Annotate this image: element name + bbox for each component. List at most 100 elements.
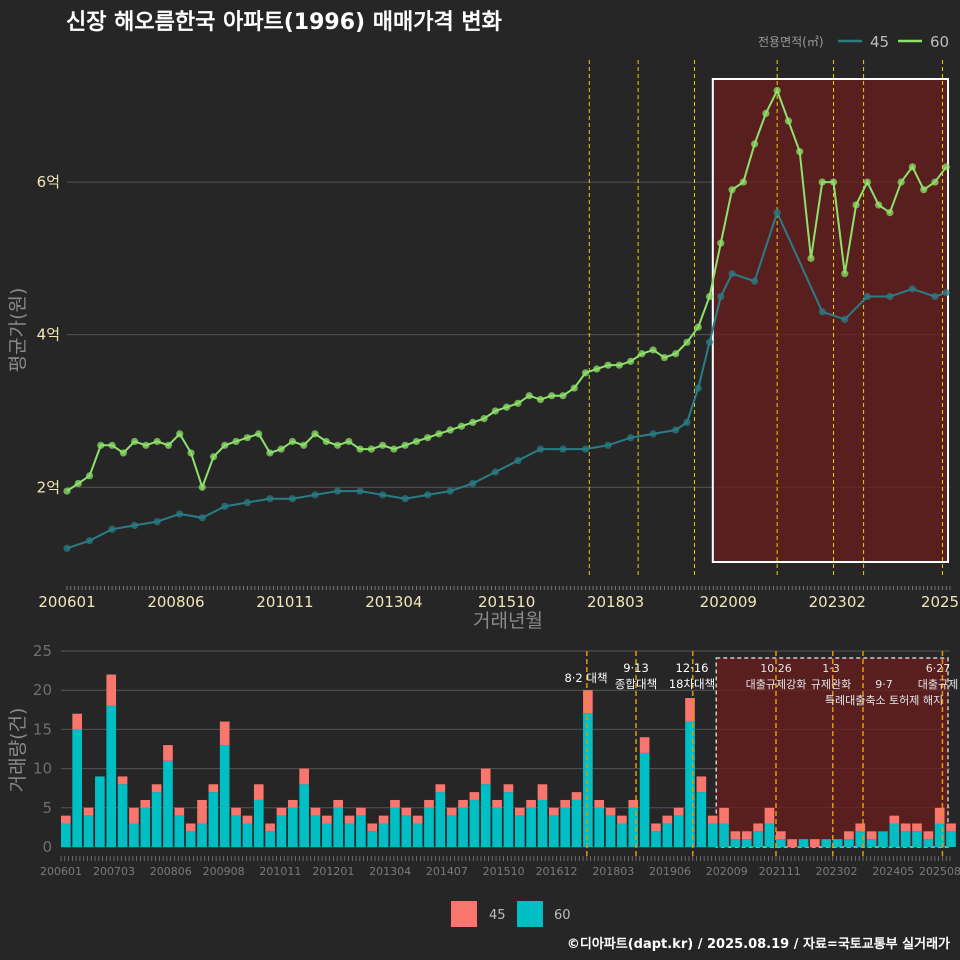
- volume-bar-60: [775, 839, 786, 847]
- price-point-60: [333, 441, 342, 449]
- volume-bar-60: [719, 823, 729, 847]
- volume-bar-45: [480, 768, 491, 785]
- price-x-tick-label: 201510: [478, 593, 535, 611]
- price-point-60: [480, 414, 488, 423]
- price-point-60: [796, 147, 804, 156]
- volume-bar-45: [651, 823, 661, 832]
- price-point-60: [863, 178, 871, 186]
- volume-bar-60: [356, 815, 366, 847]
- price-point-60: [886, 208, 894, 217]
- volume-bar-45: [401, 807, 412, 816]
- chart-title: 신장 해오름한국 아파트(1996) 매매가격 변화: [66, 10, 502, 35]
- price-point-45: [221, 502, 229, 510]
- price-point-60: [255, 430, 263, 438]
- price-point-60: [548, 392, 556, 400]
- volume-bar-60: [310, 815, 321, 847]
- volume-x-tick-label: 201304: [369, 865, 411, 878]
- price-point-45: [176, 510, 184, 518]
- policy-annotation-text: 9·13: [623, 661, 649, 675]
- volume-bar-60: [333, 807, 344, 847]
- price-point-60: [728, 186, 736, 194]
- price-x-tick-label: 200806: [147, 593, 204, 611]
- price-point-60: [469, 418, 477, 427]
- volume-bar-60: [900, 831, 911, 847]
- volume-bar-45: [594, 799, 605, 808]
- price-point-60: [164, 441, 173, 449]
- price-point-45: [751, 277, 759, 285]
- volume-bar-60: [185, 831, 196, 847]
- price-y-tick-label: 2억: [37, 478, 60, 496]
- volume-bar-60: [696, 792, 707, 847]
- legend-swatch-60: [517, 901, 543, 927]
- volume-y-tick-label: 10: [33, 760, 52, 778]
- volume-bar-45: [253, 784, 264, 800]
- price-point-60: [875, 201, 883, 209]
- volume-x-tick-label: 200908: [203, 865, 245, 878]
- volume-bar-60: [594, 807, 605, 847]
- volume-bar-45: [174, 807, 185, 816]
- price-point-45: [627, 434, 635, 442]
- volume-bar-45: [197, 799, 207, 824]
- price-point-60: [457, 422, 466, 430]
- volume-bar-45: [900, 823, 911, 832]
- volume-bar-45: [605, 807, 616, 816]
- price-highlight-region: [711, 78, 949, 563]
- volume-bar-45: [163, 745, 173, 761]
- policy-annotation-text: 대출규제강화: [746, 678, 807, 691]
- volume-bar-60: [469, 799, 480, 847]
- volume-x-tick-label: 201011: [259, 865, 301, 878]
- price-point-60: [852, 201, 860, 209]
- price-point-45: [85, 537, 94, 545]
- volume-bar-45: [946, 823, 956, 832]
- volume-bar-45: [378, 815, 389, 824]
- price-point-60: [108, 441, 116, 449]
- price-point-45: [491, 468, 499, 476]
- source-caption: ©디아파트(dapt.kr) / 2025.08.19 / 자료=국토교통부 실…: [567, 936, 950, 952]
- volume-bar-45: [106, 674, 117, 706]
- volume-bar-60: [560, 807, 570, 847]
- volume-bar-60: [855, 831, 866, 847]
- price-point-60: [412, 437, 421, 446]
- volume-bar-60: [685, 721, 695, 847]
- volume-bar-60: [197, 823, 207, 847]
- price-point-60: [379, 441, 387, 449]
- volume-bar-60: [480, 784, 491, 847]
- volume-bar-45: [469, 792, 480, 800]
- volume-bar-45: [753, 823, 763, 832]
- volume-x-tick-label: 201612: [536, 865, 578, 878]
- policy-annotation-text: 대출규제: [918, 678, 958, 691]
- volume-bar-60: [662, 823, 673, 847]
- volume-bar-45: [412, 815, 423, 824]
- price-point-45: [908, 285, 917, 293]
- volume-bar-60: [174, 815, 185, 847]
- volume-bar-60: [549, 815, 559, 847]
- price-x-tick-label: 202009: [700, 593, 757, 611]
- volume-bar-60: [72, 729, 82, 847]
- price-point-45: [379, 491, 387, 499]
- price-point-60: [751, 140, 759, 148]
- volume-bar-60: [730, 839, 741, 847]
- price-x-tick-label: 200601: [38, 593, 95, 611]
- price-point-60: [920, 186, 928, 194]
- volume-x-tick-label: 200806: [150, 865, 192, 878]
- price-point-60: [807, 254, 815, 262]
- volume-bar-45: [844, 831, 854, 840]
- volume-bar-60: [83, 815, 94, 847]
- price-y-tick-label: 4억: [37, 326, 60, 344]
- volume-bar-60: [764, 823, 775, 847]
- volume-bar-60: [912, 831, 922, 847]
- volume-bar-45: [61, 815, 71, 824]
- volume-bar-60: [299, 784, 309, 847]
- price-point-45: [153, 517, 161, 526]
- volume-bar-60: [424, 807, 434, 847]
- volume-bar-60: [537, 799, 548, 847]
- price-point-60: [97, 441, 105, 449]
- volume-bar-60: [276, 815, 287, 847]
- volume-x-tick-label: 200703: [93, 865, 135, 878]
- price-point-45: [717, 292, 725, 301]
- volume-bar-60: [628, 807, 639, 847]
- price-point-45: [514, 456, 522, 465]
- price-point-60: [187, 449, 195, 457]
- price-point-45: [604, 441, 612, 449]
